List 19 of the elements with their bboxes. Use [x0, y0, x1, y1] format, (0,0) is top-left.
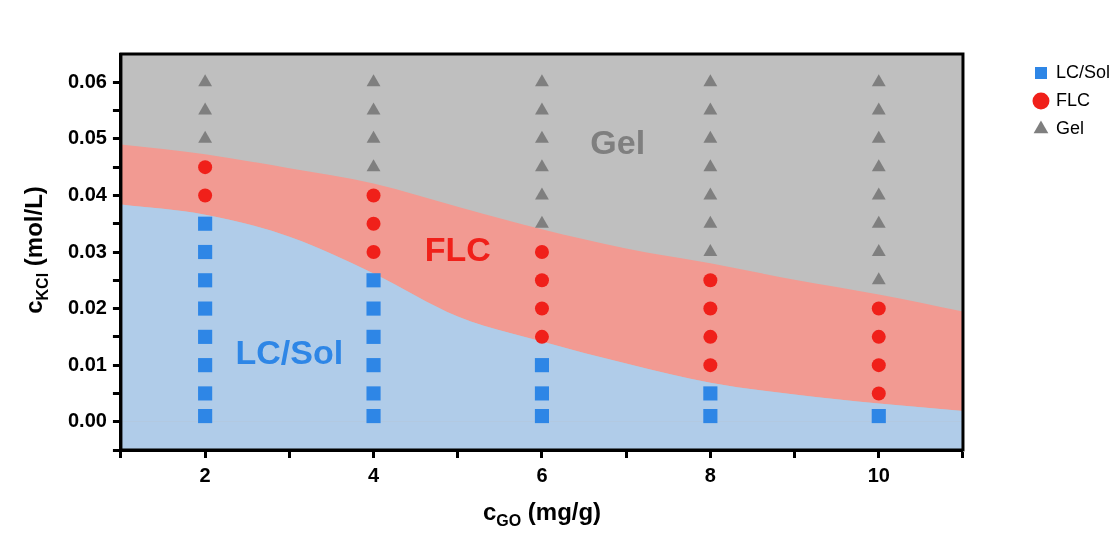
annotation: FLC	[424, 230, 491, 269]
legend-label: LC/Sol	[1055, 61, 1110, 82]
x-tick-label: 6	[536, 463, 548, 486]
text: 0.00	[67, 409, 107, 432]
x-tick-label: 4	[367, 463, 380, 486]
x-axis-title: c$_{GO}$ (mg/g)	[482, 498, 602, 530]
y-tick-label: 0.04	[67, 182, 108, 205]
x-tick-label: 10	[867, 463, 890, 486]
y-tick-label: 0.06	[67, 69, 107, 92]
y-tick-label: 0.05	[67, 126, 107, 149]
annotation: Gel	[590, 123, 646, 162]
annotation: LC/Sol	[235, 333, 344, 372]
legend-label: Gel	[1055, 117, 1084, 138]
y-tick-label: 0.02	[67, 296, 107, 319]
x-tick-label: 2	[199, 463, 211, 486]
y-tick-label: 0.03	[67, 239, 107, 262]
x-tick-label: 8	[704, 463, 716, 486]
legend-label: FLC	[1055, 89, 1090, 110]
y-tick-label: 0.01	[67, 352, 107, 375]
